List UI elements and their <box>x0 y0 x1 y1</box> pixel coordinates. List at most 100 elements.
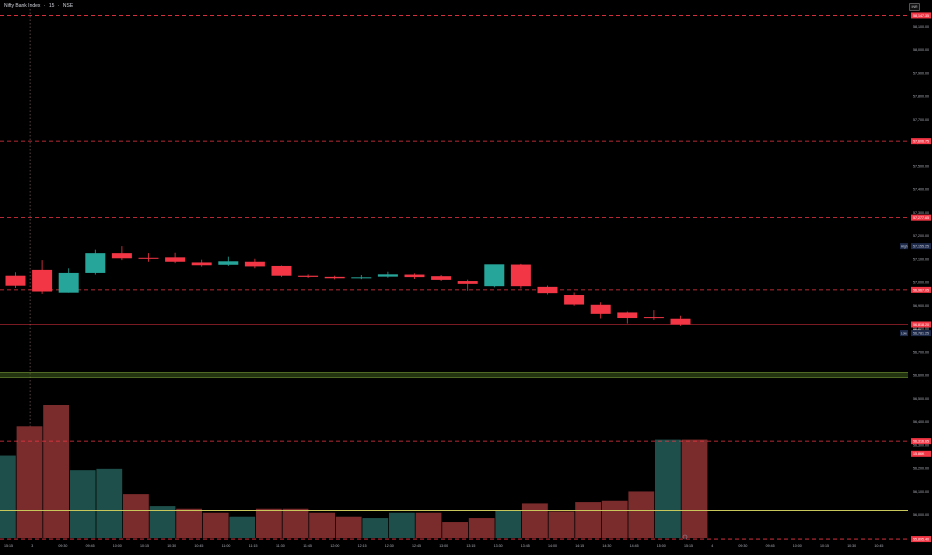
high-price-bg <box>911 243 931 250</box>
exchange-label: NSE <box>62 3 74 9</box>
x-tick-label: 13:30 <box>494 544 503 548</box>
candle-body <box>377 274 398 277</box>
level-price-badge: 56,967.05 <box>913 288 929 292</box>
y-tick-label: 56,800.00 <box>913 327 929 331</box>
x-tick-label: 11:00 <box>222 544 231 548</box>
x-tick-label: 10:15 <box>820 544 829 548</box>
level-price-badge-bg <box>911 138 931 145</box>
candle-body <box>244 261 265 267</box>
y-tick-label: 56,900.00 <box>913 304 929 308</box>
y-tick-label: 56,600.00 <box>913 374 929 378</box>
x-tick-label: 11:30 <box>276 544 285 548</box>
candle-body <box>85 253 106 273</box>
low-price-bg <box>911 330 931 337</box>
candle-body <box>58 272 79 293</box>
candle-body <box>111 253 132 259</box>
x-tick-label: 4 <box>711 544 713 548</box>
volume-bar <box>389 512 415 538</box>
x-tick-label: 11:45 <box>303 544 312 548</box>
y-tick-label: 57,500.00 <box>913 164 929 168</box>
y-tick-label: 57,900.00 <box>913 71 929 75</box>
low-tag: Low <box>901 331 908 335</box>
volume-bar <box>681 439 708 538</box>
high-tag-bg <box>900 243 908 250</box>
x-tick-label: 12:15 <box>358 544 367 548</box>
x-tick-label: 14:30 <box>602 544 611 548</box>
y-tick-label: 57,300.00 <box>913 211 929 215</box>
high-tag: High <box>901 245 908 249</box>
volume-bar <box>415 512 442 538</box>
y-tick-label: 56,000.00 <box>913 513 929 517</box>
candle-body <box>324 276 345 279</box>
bar-marker-icon <box>682 534 688 540</box>
x-tick-label: 14:00 <box>548 544 557 548</box>
candle-body <box>138 257 159 259</box>
volume-bar <box>282 508 309 538</box>
volume-bar <box>468 518 495 538</box>
range-band <box>0 372 908 378</box>
volume-bar <box>335 516 362 538</box>
x-tick-label: 13:15 <box>466 544 475 548</box>
y-tick-label: 56,400.00 <box>913 420 929 424</box>
volume-bar <box>575 502 601 538</box>
candle-body <box>590 304 611 314</box>
x-tick-label: 13:00 <box>439 544 448 548</box>
candle-body <box>5 275 26 286</box>
x-tick-label: 09:30 <box>738 544 747 548</box>
volume-bar <box>176 508 202 538</box>
y-tick-label: 58,000.00 <box>913 48 929 52</box>
y-tick-label: 57,800.00 <box>913 95 929 99</box>
volume-bar <box>655 439 681 538</box>
interval-label[interactable]: 15 <box>48 3 55 9</box>
x-tick-label: 10:00 <box>113 544 122 548</box>
candle-body <box>32 269 53 292</box>
x-tick-label: 10:30 <box>167 544 176 548</box>
volume-bar <box>16 426 43 538</box>
volume-last-badge-bg <box>911 450 931 457</box>
header-sep-1: · <box>43 3 46 9</box>
x-tick-label: 11:15 <box>249 544 258 548</box>
high-price: 57,155.25 <box>913 245 929 249</box>
volume-bar <box>256 508 282 538</box>
level-price-badge: 56,316.65 <box>913 440 929 444</box>
candle-body <box>484 264 505 287</box>
y-tick-label: 58,100.00 <box>913 25 929 29</box>
candle-body <box>165 257 186 262</box>
y-tick-label: 56,300.00 <box>913 443 929 447</box>
y-tick-label: 57,000.00 <box>913 281 929 285</box>
level-price-badge-bg <box>911 214 931 221</box>
volume-bar <box>96 468 123 538</box>
candle-body <box>617 312 638 319</box>
price-axis-bg <box>910 0 932 550</box>
level-price-badge-bg <box>911 438 931 445</box>
candle-body <box>271 265 292 276</box>
y-tick-label: 57,100.00 <box>913 257 929 261</box>
volume-bar <box>548 511 575 538</box>
x-tick-label: 10:30 <box>847 544 856 548</box>
x-tick-label: 10:45 <box>194 544 203 548</box>
volume-bar <box>628 491 655 538</box>
x-tick-label: 12:45 <box>412 544 421 548</box>
x-tick-label: 3 <box>31 544 33 548</box>
x-tick-label: 14:45 <box>630 544 639 548</box>
level-price-badge: 57,277.65 <box>913 216 929 220</box>
candle-body <box>670 318 691 325</box>
candle-body <box>351 277 372 279</box>
volume-bar <box>202 512 229 538</box>
y-tick-label: 56,700.00 <box>913 350 929 354</box>
y-tick-label: 56,200.00 <box>913 467 929 471</box>
x-tick-label: 15:15 <box>4 544 13 548</box>
level-price-badge: 58,147.35 <box>913 14 929 18</box>
level-price-badge-bg <box>911 286 931 293</box>
candle-body <box>564 295 585 305</box>
candle-body <box>218 261 239 265</box>
volume-bar <box>149 506 176 538</box>
candle-body <box>191 262 212 266</box>
x-tick-label: 15:00 <box>657 544 666 548</box>
x-tick-label: 09:45 <box>86 544 95 548</box>
y-tick-label: 57,200.00 <box>913 234 929 238</box>
currency-button[interactable]: INR <box>909 3 920 11</box>
